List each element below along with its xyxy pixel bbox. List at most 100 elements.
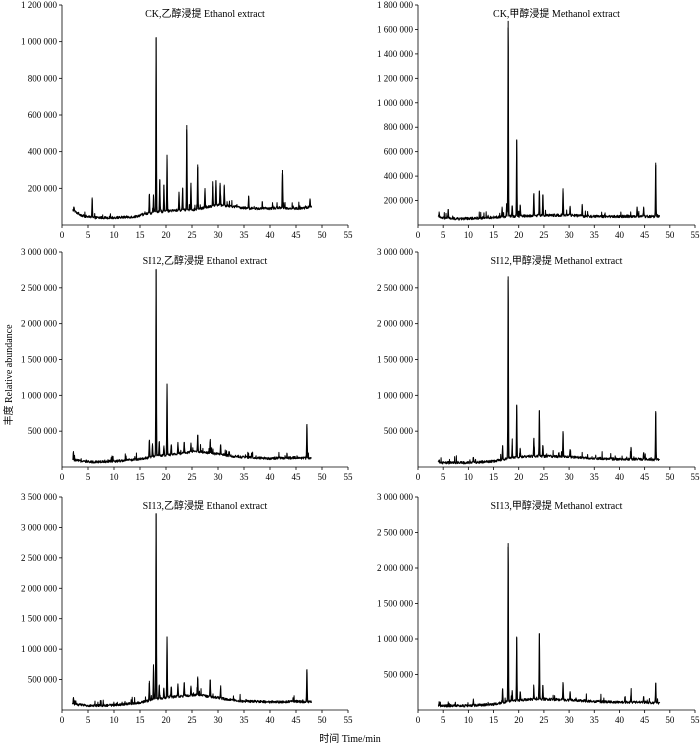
y-tick-label: 1 600 000 <box>377 24 414 34</box>
y-tick-label: 1 200 000 <box>21 0 58 10</box>
x-tick-label: 50 <box>665 230 675 240</box>
x-tick-label: 20 <box>514 715 524 725</box>
x-tick-label: 5 <box>441 472 446 482</box>
x-tick-label: 25 <box>539 715 549 725</box>
y-tick-label: 1 500 000 <box>377 355 414 365</box>
y-tick-label: 1 200 000 <box>377 73 414 83</box>
x-tick-label: 35 <box>590 472 600 482</box>
x-tick-label: 30 <box>214 230 224 240</box>
x-tick-label: 20 <box>162 472 172 482</box>
x-tick-label: 15 <box>489 230 499 240</box>
y-tick-label: 1 000 000 <box>377 634 414 644</box>
x-tick-label: 5 <box>441 230 446 240</box>
y-tick-label: 1 400 000 <box>377 49 414 59</box>
x-tick-label: 30 <box>565 230 575 240</box>
x-tick-label: 0 <box>60 230 65 240</box>
x-tick-label: 15 <box>489 472 499 482</box>
y-tick-label: 1 500 000 <box>21 355 58 365</box>
x-tick-label: 55 <box>691 715 700 725</box>
x-tick-label: 30 <box>214 715 224 725</box>
y-tick-label: 2 500 000 <box>377 283 414 293</box>
x-tick-label: 40 <box>266 715 276 725</box>
y-tick-label: 2 500 000 <box>21 283 58 293</box>
chromatogram-trace <box>437 27 661 221</box>
x-tick-label: 50 <box>318 230 328 240</box>
x-tick-label: 15 <box>136 715 146 725</box>
y-axis-title: 丰度 Relative abundance <box>2 324 15 426</box>
x-tick-label: 35 <box>240 715 250 725</box>
x-tick-label: 15 <box>136 230 146 240</box>
y-tick-label: 500 000 <box>28 675 58 685</box>
x-tick-label: 30 <box>214 472 224 482</box>
x-tick-label: 25 <box>188 472 198 482</box>
y-tick-label: 1 000 000 <box>377 98 414 108</box>
chart-panel: SI13,甲醇浸提 Methanol extract 0 5 10 15 20 25 30 35… <box>377 492 700 725</box>
chart-panel: SI13,乙醇浸提 Ethanol extract 0 5 10 15 20 25 30 35 4… <box>21 492 353 725</box>
x-tick-label: 20 <box>162 230 172 240</box>
x-tick-label: 25 <box>539 230 549 240</box>
y-tick-label: 1 000 000 <box>21 390 58 400</box>
chart-title: SI13,甲醇浸提 Methanol extract <box>491 499 623 512</box>
x-tick-label: 45 <box>292 472 302 482</box>
y-tick-label: 500 000 <box>28 426 58 436</box>
x-tick-label: 10 <box>110 230 120 240</box>
y-tick-label: 2 500 000 <box>21 553 58 563</box>
x-tick-label: 5 <box>86 715 91 725</box>
x-tick-label: 40 <box>615 230 625 240</box>
x-tick-label: 0 <box>60 715 65 725</box>
y-tick-label: 2 500 000 <box>377 528 414 538</box>
y-tick-label: 2 000 000 <box>377 563 414 573</box>
x-tick-label: 20 <box>514 472 524 482</box>
x-tick-label: 50 <box>318 715 328 725</box>
y-tick-label: 2 000 000 <box>21 319 58 329</box>
x-axis-title: 时间 Time/min <box>319 732 381 745</box>
y-tick-label: 400 000 <box>384 171 414 181</box>
x-tick-label: 50 <box>318 472 328 482</box>
chart-title: SI13,乙醇浸提 Ethanol extract <box>143 499 268 512</box>
x-tick-label: 55 <box>344 472 354 482</box>
x-tick-label: 55 <box>691 472 700 482</box>
x-tick-label: 10 <box>464 472 474 482</box>
y-tick-label: 1 500 000 <box>377 599 414 609</box>
y-tick-label: 1 000 000 <box>377 390 414 400</box>
x-tick-label: 10 <box>464 715 474 725</box>
y-tick-label: 3 500 000 <box>21 492 58 502</box>
x-tick-label: 0 <box>416 472 421 482</box>
y-tick-label: 600 000 <box>28 110 58 120</box>
x-tick-label: 50 <box>665 472 675 482</box>
x-tick-label: 55 <box>344 715 354 725</box>
x-tick-label: 25 <box>539 472 549 482</box>
x-tick-label: 0 <box>416 715 421 725</box>
x-tick-label: 25 <box>188 230 198 240</box>
x-tick-label: 40 <box>266 230 276 240</box>
y-tick-label: 2 000 000 <box>21 583 58 593</box>
x-tick-label: 40 <box>266 472 276 482</box>
x-tick-label: 55 <box>344 230 354 240</box>
y-tick-label: 400 000 <box>28 147 58 157</box>
chart-panel: SI12,乙醇浸提 Ethanol extract 0 5 10 15 20 25 30 35 4… <box>21 247 353 482</box>
chart-panel: CK,乙醇浸提 Ethanol extract 0 5 10 15 20 25 30 35 40 4… <box>21 0 353 240</box>
x-tick-label: 45 <box>292 715 302 725</box>
chromatogram-trace <box>72 37 313 220</box>
x-tick-label: 35 <box>590 715 600 725</box>
chromatogram-trace <box>437 279 661 465</box>
x-tick-label: 0 <box>416 230 421 240</box>
chart-title: SI12,甲醇浸提 Methanol extract <box>491 254 623 267</box>
x-tick-label: 30 <box>565 472 575 482</box>
chart-title: CK,甲醇浸提 Methanol extract <box>493 7 620 20</box>
chart-panel: CK,甲醇浸提 Methanol extract 0 5 10 15 20 25 30 35 40… <box>377 0 700 240</box>
y-tick-label: 800 000 <box>384 122 414 132</box>
y-tick-label: 3 000 000 <box>21 522 58 532</box>
y-tick-label: 1 800 000 <box>377 0 414 10</box>
x-tick-label: 45 <box>292 230 302 240</box>
y-tick-label: 2 000 000 <box>377 319 414 329</box>
x-tick-label: 45 <box>640 472 650 482</box>
x-tick-label: 30 <box>565 715 575 725</box>
y-tick-label: 500 000 <box>384 426 414 436</box>
y-tick-label: 500 000 <box>384 670 414 680</box>
x-tick-label: 35 <box>240 472 250 482</box>
chart-panels: CK,乙醇浸提 Ethanol extract 0 5 10 15 20 25 30 35 40 4… <box>21 0 700 725</box>
x-tick-label: 5 <box>441 715 446 725</box>
y-tick-label: 3 000 000 <box>21 247 58 257</box>
